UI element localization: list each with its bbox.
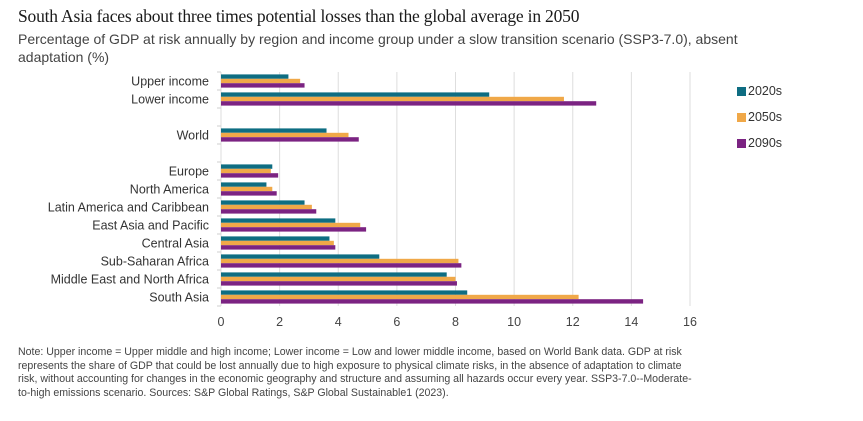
bar-2090s xyxy=(221,245,336,250)
bar-2090s xyxy=(221,263,462,268)
bar-2020s xyxy=(221,74,289,79)
legend-label-2020s: 2020s xyxy=(748,84,783,98)
bar-2090s xyxy=(221,299,644,304)
bar-2050s xyxy=(221,258,459,264)
x-tick-label: 6 xyxy=(393,315,400,329)
bars xyxy=(221,74,644,304)
category-label: South Asia xyxy=(149,291,209,305)
bar-2090s xyxy=(221,137,359,142)
bar-2020s xyxy=(221,128,327,133)
x-tick-label: 0 xyxy=(218,315,225,329)
category-label: Sub-Saharan Africa xyxy=(101,255,209,269)
category-label: Upper income xyxy=(131,75,209,89)
bar-2050s xyxy=(221,294,579,300)
category-label: Europe xyxy=(169,165,209,179)
bar-2050s xyxy=(221,132,349,138)
category-label: World xyxy=(177,129,209,143)
bar-2050s xyxy=(221,186,273,192)
legend-item-2020s: 2020s xyxy=(737,78,782,104)
legend-label-2090s: 2090s xyxy=(748,136,783,150)
category-label: Central Asia xyxy=(142,237,209,251)
bar-2050s xyxy=(221,168,271,174)
bar-2020s xyxy=(221,290,468,295)
chart-subtitle: Percentage of GDP at risk annually by re… xyxy=(18,31,738,65)
x-axis-ticks: 0 2 4 6 8 10 12 14 16 xyxy=(218,315,697,329)
category-label: North America xyxy=(130,183,209,197)
category-label: Latin America and Caribbean xyxy=(48,201,209,215)
legend-label-2050s: 2050s xyxy=(748,110,783,124)
bar-2050s xyxy=(221,96,564,102)
bar-2090s xyxy=(221,227,367,232)
bar-2020s xyxy=(221,236,330,241)
bar-2090s xyxy=(221,101,597,106)
bar-2050s xyxy=(221,222,361,228)
category-label: East Asia and Pacific xyxy=(92,219,209,233)
bar-2050s xyxy=(221,78,301,84)
bar-2020s xyxy=(221,92,490,97)
bar-2090s xyxy=(221,281,457,286)
chart-note: Note: Upper income = Upper middle and hi… xyxy=(18,346,692,399)
chart-title: South Asia faces about three times poten… xyxy=(18,6,580,26)
category-label: Lower income xyxy=(131,93,209,107)
bar-2050s xyxy=(221,204,312,210)
bar-2050s xyxy=(221,276,456,282)
gridlines xyxy=(217,71,691,307)
bar-2020s xyxy=(221,272,447,277)
bar-2090s xyxy=(221,209,317,214)
bar-2020s xyxy=(221,200,305,205)
bar-chart: Upper income Lower income World Europe North… xyxy=(48,71,697,329)
category-label: Middle East and North Africa xyxy=(51,273,209,287)
x-tick-label: 2 xyxy=(276,315,283,329)
category-labels: Upper income Lower income World Europe North… xyxy=(48,75,209,305)
x-tick-label: 10 xyxy=(507,315,521,329)
legend-swatch-2020s xyxy=(737,86,746,96)
legend: 2020s 2050s 2090s xyxy=(737,78,782,156)
legend-item-2090s: 2090s xyxy=(737,130,782,156)
bar-2050s xyxy=(221,240,334,246)
x-tick-label: 16 xyxy=(683,315,697,329)
bar-2090s xyxy=(221,173,279,178)
legend-swatch-2090s xyxy=(737,138,746,148)
x-tick-label: 12 xyxy=(566,315,580,329)
bar-2090s xyxy=(221,83,305,88)
legend-item-2050s: 2050s xyxy=(737,104,782,130)
bar-2020s xyxy=(221,182,267,187)
bar-2020s xyxy=(221,164,273,169)
x-tick-label: 8 xyxy=(452,315,459,329)
legend-swatch-2050s xyxy=(737,112,746,122)
bar-2020s xyxy=(221,254,380,259)
x-tick-label: 4 xyxy=(335,315,342,329)
bar-2090s xyxy=(221,191,277,196)
x-tick-label: 14 xyxy=(624,315,638,329)
bar-2020s xyxy=(221,218,336,223)
